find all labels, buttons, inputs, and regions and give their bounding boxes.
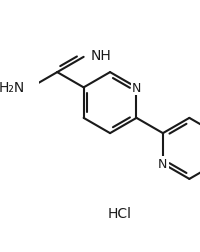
Text: N: N	[158, 158, 168, 170]
Text: HCl: HCl	[108, 206, 132, 220]
Text: N: N	[132, 82, 141, 94]
Text: H₂N: H₂N	[0, 81, 25, 95]
Text: NH: NH	[91, 49, 112, 63]
